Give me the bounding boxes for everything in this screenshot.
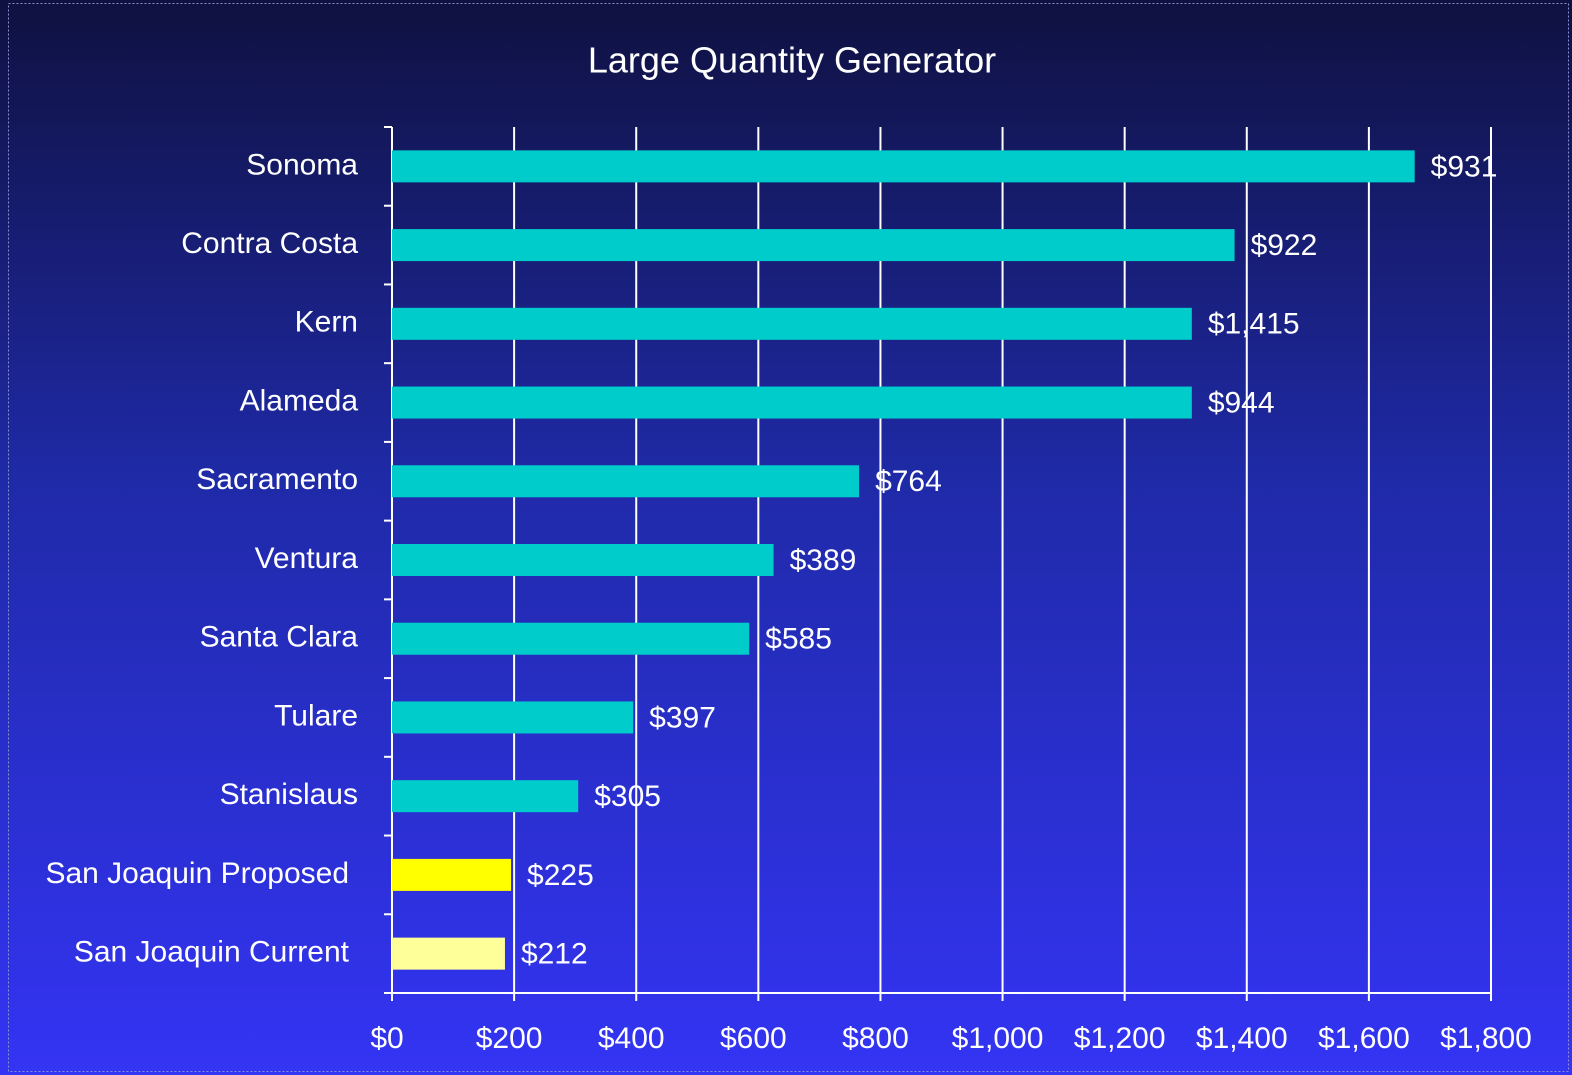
x-tick-label: $400 (598, 1022, 665, 1055)
bar (392, 386, 1192, 419)
data-label: $931 (1431, 150, 1498, 183)
y-tick-label: Ventura (255, 542, 359, 575)
data-label: $397 (649, 701, 716, 734)
y-tick-label: Contra Costa (181, 227, 358, 260)
data-label: $585 (765, 623, 832, 656)
x-tick-label: $1,600 (1318, 1022, 1410, 1055)
y-tick-label: Tulare (274, 699, 358, 732)
data-label: $225 (527, 859, 594, 892)
data-label: $1,415 (1208, 308, 1300, 341)
data-label: $764 (875, 465, 942, 498)
bar (392, 701, 634, 734)
bar (392, 622, 750, 655)
x-tick-label: $600 (720, 1022, 787, 1055)
x-tick-label: $1,800 (1440, 1022, 1532, 1055)
bar (392, 465, 860, 498)
data-label: $389 (790, 544, 857, 577)
bar (392, 858, 512, 891)
data-label: $922 (1251, 229, 1318, 262)
data-label: $305 (594, 780, 661, 813)
x-tick-label: $1,200 (1074, 1022, 1166, 1055)
bar (392, 937, 505, 970)
bar (392, 150, 1415, 183)
data-label: $944 (1208, 386, 1275, 419)
y-tick-label: San Joaquin Proposed (45, 857, 349, 890)
data-label: $212 (521, 938, 588, 971)
y-tick-label: Kern (295, 306, 358, 339)
y-tick-label: San Joaquin Current (74, 936, 350, 969)
bar (392, 544, 774, 576)
frame (8, 3, 1569, 1072)
x-tick-label: $200 (476, 1022, 543, 1055)
chart-title: Large Quantity Generator (588, 40, 996, 81)
y-tick-label: Stanislaus (220, 778, 358, 811)
y-tick-label: Sacramento (196, 463, 358, 496)
x-tick-label: $1,000 (952, 1022, 1044, 1055)
x-tick-label: $800 (842, 1022, 909, 1055)
x-tick-label: $1,400 (1196, 1022, 1288, 1055)
bar (392, 307, 1192, 340)
y-tick-label: Santa Clara (200, 621, 359, 654)
y-tick-label: Alameda (240, 384, 359, 417)
y-tick-label: Sonoma (246, 148, 358, 181)
bar (392, 780, 579, 813)
bar (392, 229, 1235, 262)
x-tick-label: $0 (370, 1022, 403, 1055)
